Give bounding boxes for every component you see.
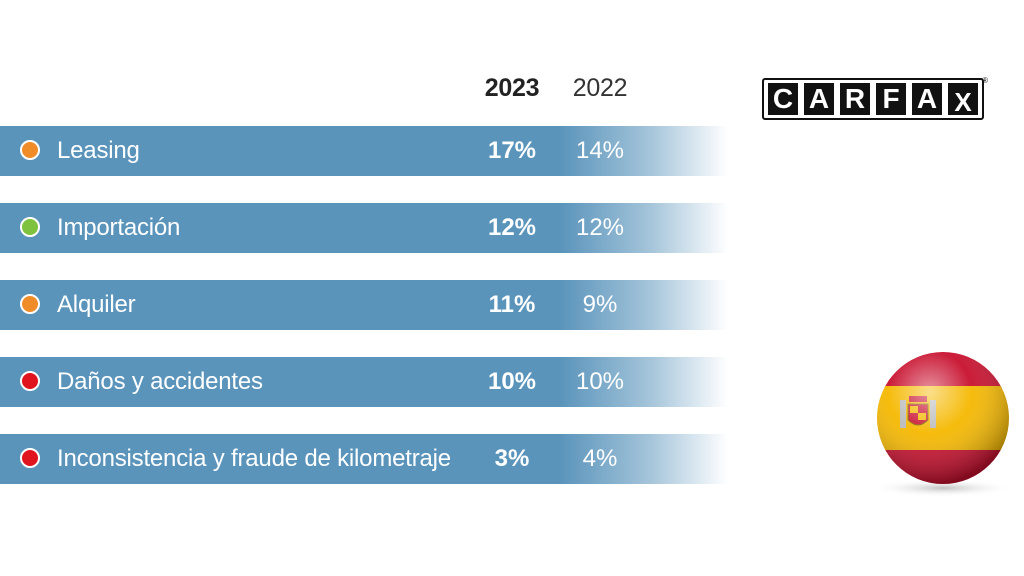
status-dot-icon: [20, 294, 40, 314]
status-dot-icon: [20, 371, 40, 391]
logo-letter: X: [948, 83, 978, 117]
logo-letter: F: [876, 83, 906, 115]
value-2022: 12%: [575, 214, 625, 241]
logo-letter: R: [840, 83, 870, 115]
spain-flag-sphere-icon: [871, 352, 1015, 497]
row-label: Leasing: [57, 137, 140, 164]
header-2022: 2022: [572, 74, 628, 102]
value-2022: 4%: [582, 445, 618, 472]
row-label: Daños y accidentes: [57, 368, 263, 395]
table-row: Leasing 17% 14%: [0, 126, 728, 176]
header-2023: 2023: [484, 74, 540, 102]
value-2023: 11%: [488, 291, 536, 318]
logo-letter: C: [768, 83, 798, 115]
status-dot-icon: [20, 448, 40, 468]
registered-mark: ®: [982, 76, 988, 85]
row-label: Inconsistencia y fraude de kilometraje: [57, 445, 451, 472]
row-label: Importación: [57, 214, 181, 241]
value-2023: 17%: [487, 137, 537, 164]
value-2022: 9%: [582, 291, 618, 318]
value-2023: 10%: [487, 368, 537, 395]
logo-letter: A: [804, 83, 834, 115]
table-row: Alquiler 11% 9%: [0, 280, 728, 330]
value-2022: 14%: [575, 137, 625, 164]
status-dot-icon: [20, 140, 40, 160]
value-2023: 3%: [494, 445, 530, 472]
table-row: Importación 12% 12%: [0, 203, 728, 253]
status-dot-icon: [20, 217, 40, 237]
logo-letter: A: [912, 83, 942, 115]
table-row: Daños y accidentes 10% 10%: [0, 357, 728, 407]
table-row: Inconsistencia y fraude de kilometraje 3%…: [0, 434, 728, 484]
value-2022: 10%: [575, 368, 625, 395]
value-2023: 12%: [487, 214, 537, 241]
row-label: Alquiler: [57, 291, 136, 318]
